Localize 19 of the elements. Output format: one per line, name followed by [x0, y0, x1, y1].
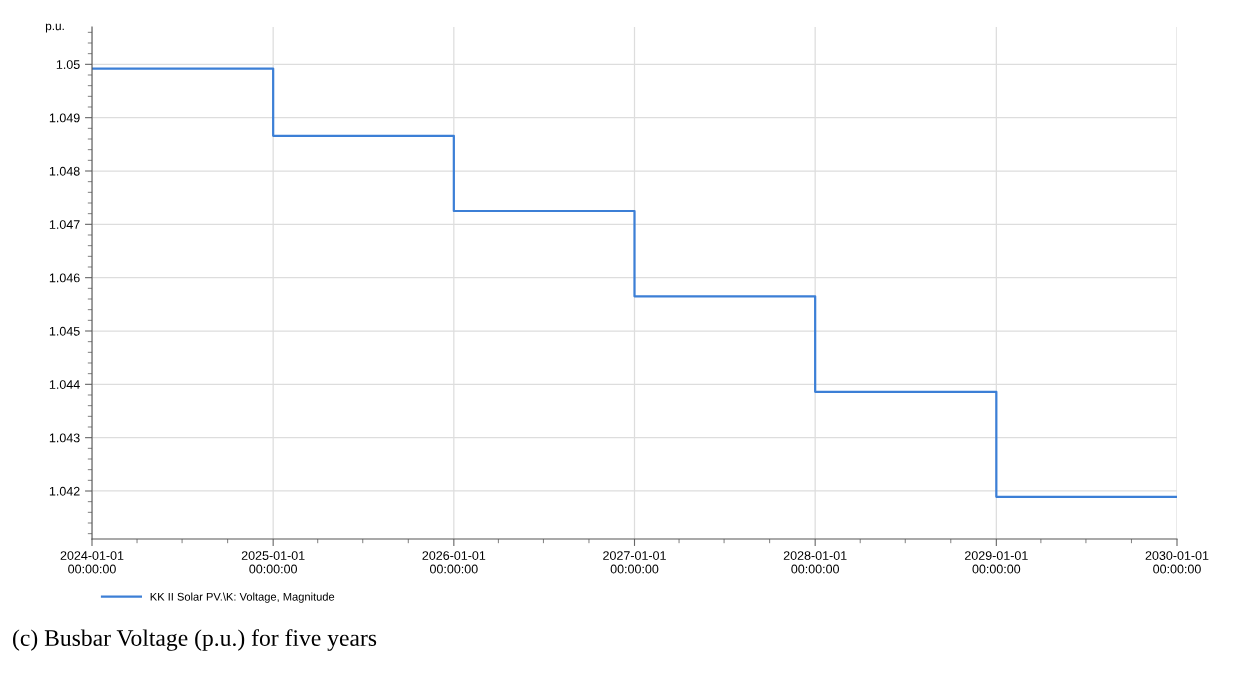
y-tick-label: 1.046 — [49, 273, 80, 283]
x-tick-label: 2028-01-01 00:00:00 — [783, 551, 847, 574]
y-tick-label: 1.049 — [49, 113, 80, 123]
x-tick-label: 2025-01-01 00:00:00 — [241, 551, 305, 574]
x-tick-label: 2030-01-01 00:00:00 — [1145, 551, 1209, 574]
y-tick-label: 1.05 — [56, 60, 80, 69]
x-tick-label: 2026-01-01 00:00:00 — [422, 551, 486, 574]
y-tick-label: 1.043 — [49, 433, 80, 443]
x-tick-label: 2024-01-01 00:00:00 — [60, 551, 124, 574]
y-tick-label: 1.045 — [49, 326, 80, 336]
y-tick-label: 1.047 — [49, 220, 80, 229]
x-tick-label: 2029-01-01 00:00:00 — [964, 551, 1028, 574]
y-tick-label: 1.042 — [49, 486, 80, 496]
x-tick-label: 2027-01-01 00:00:00 — [603, 551, 666, 574]
text: (c) Busbar Voltage (p.u.) for five years — [13, 629, 377, 651]
y-axis-title: p.u. — [45, 23, 64, 33]
y-tick-label: 1.044 — [49, 380, 80, 389]
legend-label: KK II Solar PV.\K: Voltage, Magnitude — [150, 592, 335, 603]
y-tick-label: 1.048 — [49, 166, 80, 176]
